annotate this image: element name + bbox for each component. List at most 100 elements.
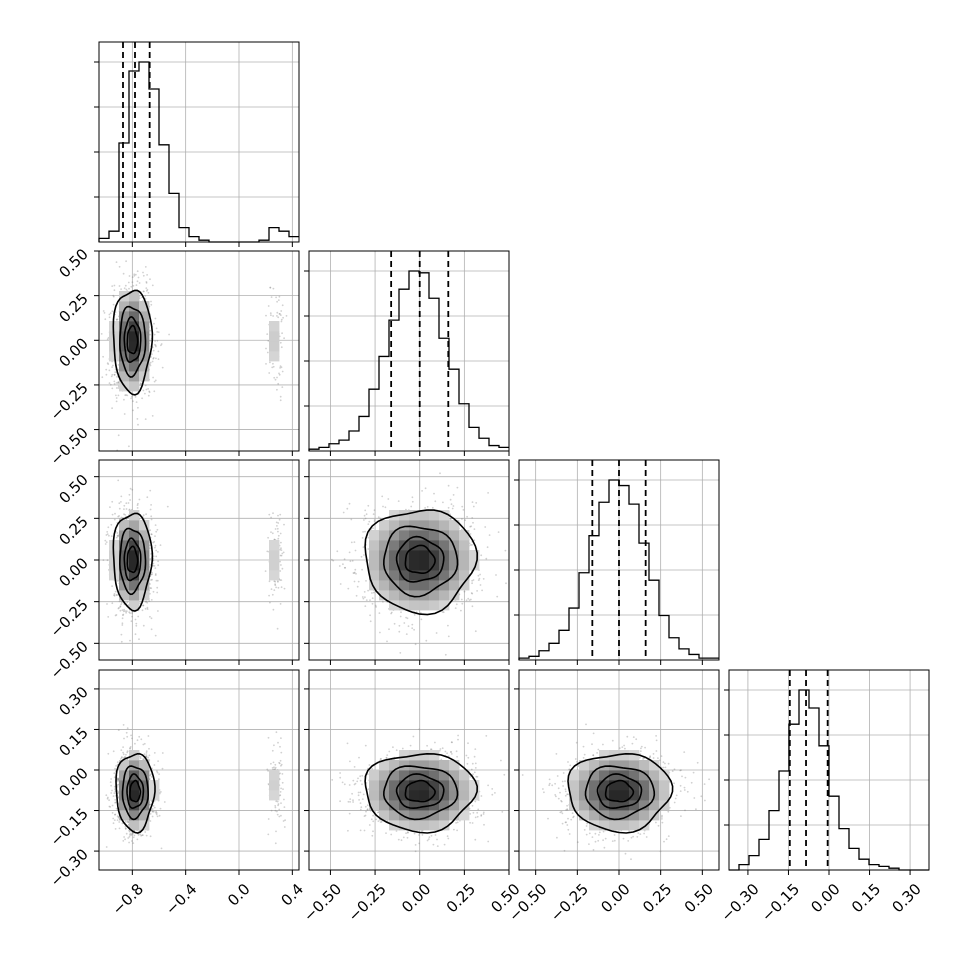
scatter-point [150,303,153,306]
density-cell [409,530,420,541]
scatter-point [278,815,281,818]
scatter-point [107,363,110,365]
scatter-point [150,353,153,356]
scatter-point [279,313,281,315]
scatter-point [276,315,278,317]
scatter-point [107,616,110,618]
scatter-point [128,834,131,836]
scatter-point [142,834,144,836]
scatter-point [461,518,463,520]
scatter-point [156,339,159,342]
scatter-point [106,603,108,605]
density-cell [269,321,280,332]
scatter-point [111,407,113,410]
scatter-point [487,492,489,494]
scatter-point [137,502,139,505]
scatter-point [130,833,133,836]
scatter-point [154,344,157,347]
scatter-point [272,365,275,368]
scatter-point [473,539,476,542]
scatter-point [110,535,113,538]
density-cell [419,580,430,591]
scatter-point [274,528,277,530]
scatter-point [278,372,280,375]
scatter-point [400,611,402,614]
scatter-point [114,590,117,593]
scatter-point [154,573,157,575]
scatter-point [111,789,113,792]
scatter-point [471,544,473,546]
scatter-point [117,515,120,518]
scatter-point [119,518,121,521]
scatter-point [112,750,115,753]
scatter-point [274,580,277,583]
density-cell [129,600,140,611]
scatter-point [276,376,278,379]
scatter-point [405,633,408,635]
scatter-point [355,594,358,597]
scatter-point [125,288,128,291]
scatter-point [477,574,480,577]
scatter-point [94,282,96,284]
density-cell [439,540,450,551]
scatter-point [115,536,118,539]
scatter-point [148,390,151,393]
scatter-point [378,612,381,614]
scatter-point [121,617,124,620]
density-cell [419,520,430,531]
scatter-point [124,827,127,830]
scatter-point [346,507,349,510]
scatter-point [149,558,152,560]
scatter-point [135,622,138,625]
scatter-point [166,505,169,508]
scatter-point [439,472,441,475]
scatter-point [109,383,112,386]
scatter-point [270,531,272,533]
scatter-point [411,623,414,626]
scatter-point [148,600,151,602]
scatter-point [352,572,355,574]
scatter-point [414,643,417,646]
density-cell [129,331,140,342]
scatter-point [127,445,130,448]
scatter-point [471,592,474,595]
scatter-point [277,534,280,537]
scatter-point [365,599,368,601]
scatter-point [123,508,125,510]
scatter-point [477,579,480,581]
scatter-point [482,578,485,580]
marginal-panel-1 [304,250,510,456]
contour-level-0 [112,289,154,396]
scatter-point [277,537,280,540]
scatter-point [139,382,142,385]
scatter-point [285,315,288,317]
scatter-point [274,805,277,807]
scatter-point [410,505,413,508]
y-tick-label: 0.00 [55,334,91,370]
scatter-point [132,400,134,403]
scatter-point [126,750,129,753]
density-cell [269,331,280,342]
scatter-point [280,547,282,550]
scatter-point [407,625,410,628]
contour-level-1 [118,527,147,596]
scatter-point [364,605,367,607]
scatter-point [150,587,153,590]
y-tick-label: −0.50 [47,637,92,682]
scatter-point [399,652,402,654]
scatter-point [281,332,283,335]
density-cell [119,311,130,322]
density-cell [369,530,380,541]
scatter-point [111,602,114,605]
scatter-point [149,333,151,336]
density-cell [129,361,140,372]
scatter-point [275,296,277,299]
scatter-point [375,606,377,608]
panel-frame [308,250,510,452]
scatter-point [118,502,121,505]
scatter-point [269,286,272,289]
scatter-point [342,511,345,514]
density-cell [379,530,390,541]
scatter-point [413,628,415,631]
scatter-point [467,597,470,600]
